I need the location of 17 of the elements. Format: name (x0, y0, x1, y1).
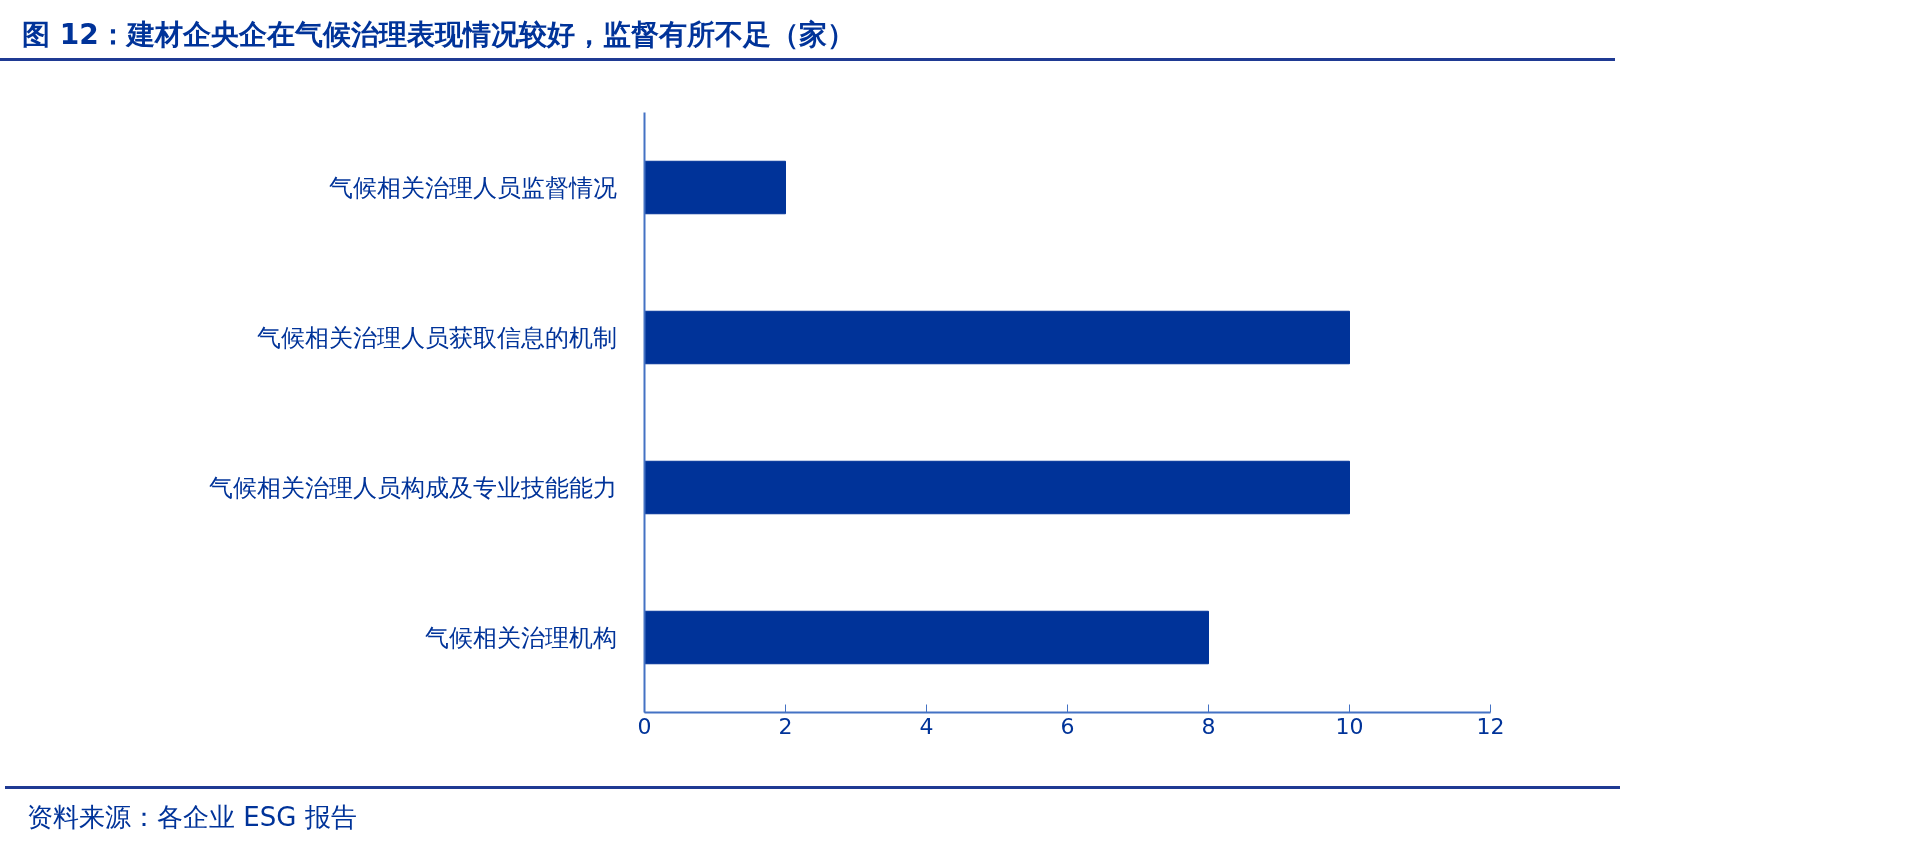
x-tick-label: 4 (919, 713, 934, 739)
bar (644, 310, 1350, 365)
y-tick-label: 气候相关治理机构 (424, 623, 617, 652)
bar (644, 160, 786, 215)
y-tick-label: 气候相关治理人员监督情况 (328, 173, 617, 202)
bar (644, 610, 1209, 665)
x-tick-label: 0 (637, 713, 652, 739)
x-tick-label: 8 (1201, 713, 1216, 739)
x-tick-label: 6 (1060, 713, 1075, 739)
y-tick-label: 气候相关治理人员构成及专业技能能力 (208, 473, 617, 502)
x-tick-label: 12 (1476, 713, 1505, 739)
bar (644, 460, 1350, 515)
x-tick-label: 10 (1335, 713, 1364, 739)
x-tick-label: 2 (778, 713, 793, 739)
y-tick-label: 气候相关治理人员获取信息的机制 (256, 323, 617, 352)
chart-title: 图 12：建材企央企在气候治理表现情况较好，监督有所不足（家） (22, 17, 855, 53)
text: 资料来源：各企业 ESG 报告 (27, 801, 357, 834)
